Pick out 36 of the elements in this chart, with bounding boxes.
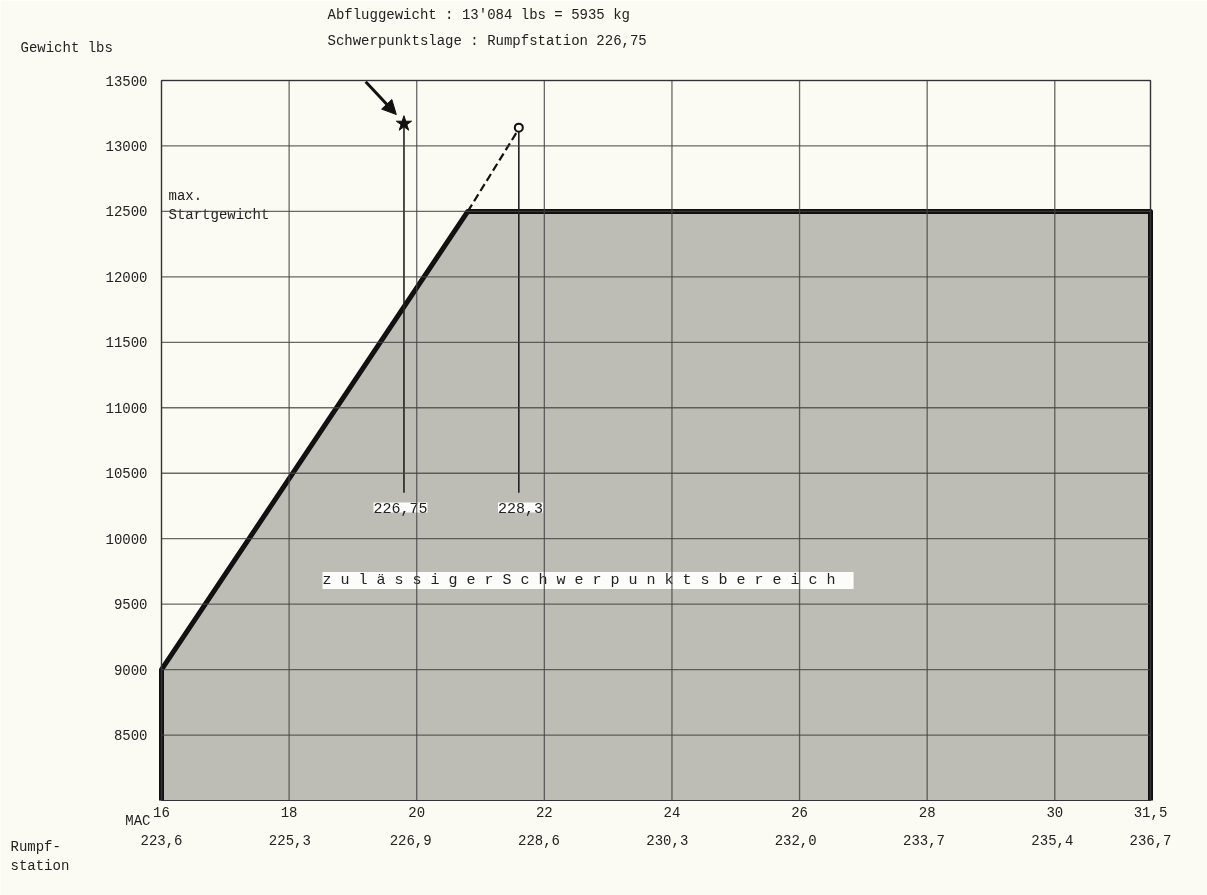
- x-tick-label: 31,5: [1133, 804, 1168, 821]
- y-tick-label: 9000: [113, 662, 148, 679]
- x2-tick-label: 236,7: [1129, 832, 1172, 849]
- x2-tick-label: 226,9: [389, 832, 432, 849]
- text: Schwerpunktslage : Rumpfstation 226,75: [327, 32, 647, 49]
- x-tick-label: 26: [791, 804, 808, 821]
- x-tick-label: 22: [535, 804, 553, 821]
- x-tick-label: 30: [1046, 804, 1064, 821]
- annotation: 228,3: [498, 500, 544, 518]
- x2-tick-label: 223,6: [140, 832, 183, 849]
- y-tick-label: 12500: [105, 204, 148, 221]
- x2-tick-label: 228,6: [517, 832, 560, 849]
- y-tick-label: 13500: [105, 73, 148, 90]
- y-tick-label: 8500: [113, 728, 148, 745]
- x2-axis-title: Rumpf- station: [10, 838, 70, 874]
- y-tick-label: 11000: [105, 400, 148, 417]
- annotation: max. Startgewicht: [168, 187, 270, 224]
- y-tick-label: 10500: [105, 466, 148, 483]
- y-axis-title: Gewicht lbs: [20, 39, 113, 56]
- x2-tick-label: 230,3: [646, 832, 689, 849]
- x-tick-label: 20: [408, 804, 426, 821]
- x-tick-label: 28: [918, 804, 936, 821]
- y-tick-label: 9500: [113, 597, 148, 614]
- x2-tick-label: 225,3: [268, 832, 311, 849]
- y-tick-label: 10000: [105, 531, 148, 548]
- y-tick-label: 12000: [105, 269, 148, 286]
- text: Abfluggewicht : 13'084 lbs = 5935 kg: [327, 6, 630, 23]
- x2-tick-label: 232,0: [774, 832, 817, 849]
- x-tick-label: 18: [280, 804, 298, 821]
- x-tick-label: 24: [663, 804, 681, 821]
- y-tick-label: 11500: [105, 335, 148, 352]
- x-tick-label: 16: [153, 804, 170, 821]
- x2-tick-label: 235,4: [1031, 832, 1074, 849]
- y-tick-label: 13000: [105, 138, 148, 155]
- x2-tick-label: 233,7: [903, 832, 946, 849]
- x-axis-title: MAC: [125, 812, 151, 829]
